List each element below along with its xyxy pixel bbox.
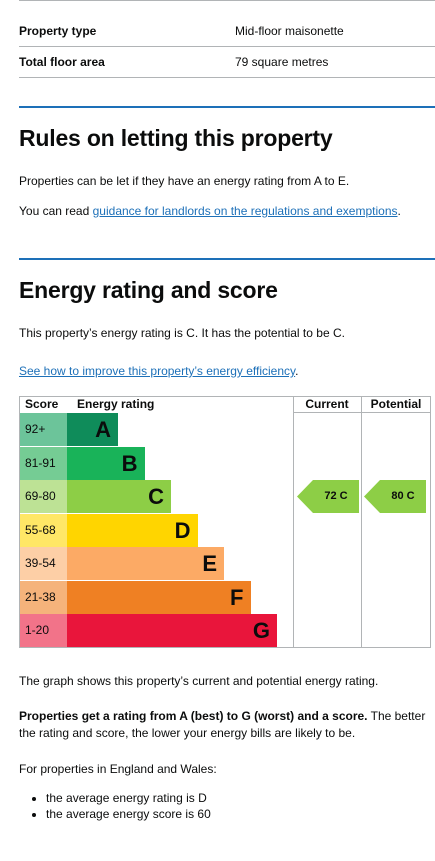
band-score-label: 39-54 <box>25 556 56 570</box>
rating-explanation-rest: The better the rating and score, the low… <box>19 709 426 740</box>
potential-header: Potential <box>370 397 422 411</box>
band-letter: G <box>252 618 270 643</box>
band-letter: A <box>95 417 111 442</box>
letting-text: Properties can be let if they have an en… <box>19 174 350 188</box>
energy-heading: Energy rating and score <box>19 277 278 303</box>
floor-area-value: 79 square metres <box>235 46 435 78</box>
table-row: Property type Mid-floor maisonette <box>19 16 435 47</box>
average-list: the average energy rating is D the avera… <box>19 790 435 822</box>
property-type-label: Property type <box>19 16 235 47</box>
energy-rating-text: This property’s energy rating is C. It h… <box>19 326 345 340</box>
letting-heading: Rules on letting this property <box>19 125 333 151</box>
band-score-label: 69-80 <box>25 489 56 503</box>
guidance-link[interactable]: guidance for landlords on the regulation… <box>92 204 398 218</box>
band-bar-g: G <box>67 614 277 647</box>
guidance-paragraph: You can read guidance for landlords on t… <box>19 202 435 220</box>
band-bar-d: D <box>67 513 198 547</box>
england-wales-text: For properties in England and Wales: <box>19 762 217 776</box>
band-score-label: 55-68 <box>25 522 56 537</box>
rating-explanation-bold: Properties get a rating from A (best) to… <box>19 709 368 723</box>
guidance-prefix: You can read <box>19 204 93 218</box>
property-type-value: Mid-floor maisonette <box>235 16 435 47</box>
band-score-d: 55-68 <box>20 513 67 547</box>
band-letter: F <box>230 584 244 610</box>
energy-rating-chart: Score Energy rating Current Potential 92… <box>19 396 431 648</box>
list-item: the average energy score is 60 <box>46 806 435 822</box>
graph-explanation: The graph shows this property’s current … <box>19 674 379 688</box>
current-header: Current <box>305 397 349 411</box>
band-letter: B <box>121 450 138 476</box>
band-letter: C <box>148 484 164 509</box>
rating-explanation: Properties get a rating from A (best) to… <box>19 708 435 742</box>
energy-rating-header: Energy rating <box>77 397 155 411</box>
band-score-e: 39-54 <box>20 547 67 580</box>
band-score-g: 1-20 <box>20 614 67 647</box>
section-divider <box>19 106 435 108</box>
property-summary-table: Property type Mid-floor maisonette Total… <box>19 16 435 78</box>
score-header: Score <box>25 397 59 411</box>
letting-section: Rules on letting this property Propertie… <box>19 106 435 220</box>
after-chart-section: The graph shows this property’s current … <box>19 672 435 822</box>
current-rating-arrow: 72 C <box>297 480 359 513</box>
energy-section: Energy rating and score This property’s … <box>19 258 435 380</box>
band-bar-e: E <box>67 547 224 580</box>
band-score-b: 81-91 <box>20 446 67 480</box>
section-divider <box>19 258 435 260</box>
potential-rating-arrow: 80 C <box>364 480 426 513</box>
band-letter: E <box>202 551 217 576</box>
band-score-label: 1-20 <box>25 623 50 637</box>
band-bar-b: B <box>67 446 145 480</box>
band-letter: D <box>174 517 191 543</box>
table-row: Total floor area 79 square metres <box>19 46 435 78</box>
band-bar-c: C <box>67 480 171 513</box>
band-score-f: 21-38 <box>20 580 67 614</box>
band-score-label: 21-38 <box>25 589 56 604</box>
floor-area-label: Total floor area <box>19 46 235 78</box>
potential-rating-arrow-label: 80 C <box>391 490 415 502</box>
band-score-label: 81-91 <box>25 455 56 470</box>
improve-paragraph: See how to improve this property’s energ… <box>19 362 435 380</box>
improve-link[interactable]: See how to improve this property’s energ… <box>19 364 296 378</box>
band-score-c: 69-80 <box>20 480 67 513</box>
band-bar-f: F <box>67 580 251 614</box>
top-divider <box>19 0 435 1</box>
improve-suffix: . <box>295 364 299 378</box>
band-score-a: 92+ <box>20 413 67 446</box>
potential-column-divider <box>361 397 362 647</box>
header-underline <box>293 412 430 413</box>
band-bar-a: A <box>67 413 118 446</box>
guidance-suffix: . <box>397 204 401 218</box>
band-score-label: 92+ <box>25 422 46 436</box>
list-item: the average energy rating is D <box>46 790 435 806</box>
current-rating-arrow-label: 72 C <box>324 490 348 502</box>
current-column-divider <box>293 397 294 647</box>
